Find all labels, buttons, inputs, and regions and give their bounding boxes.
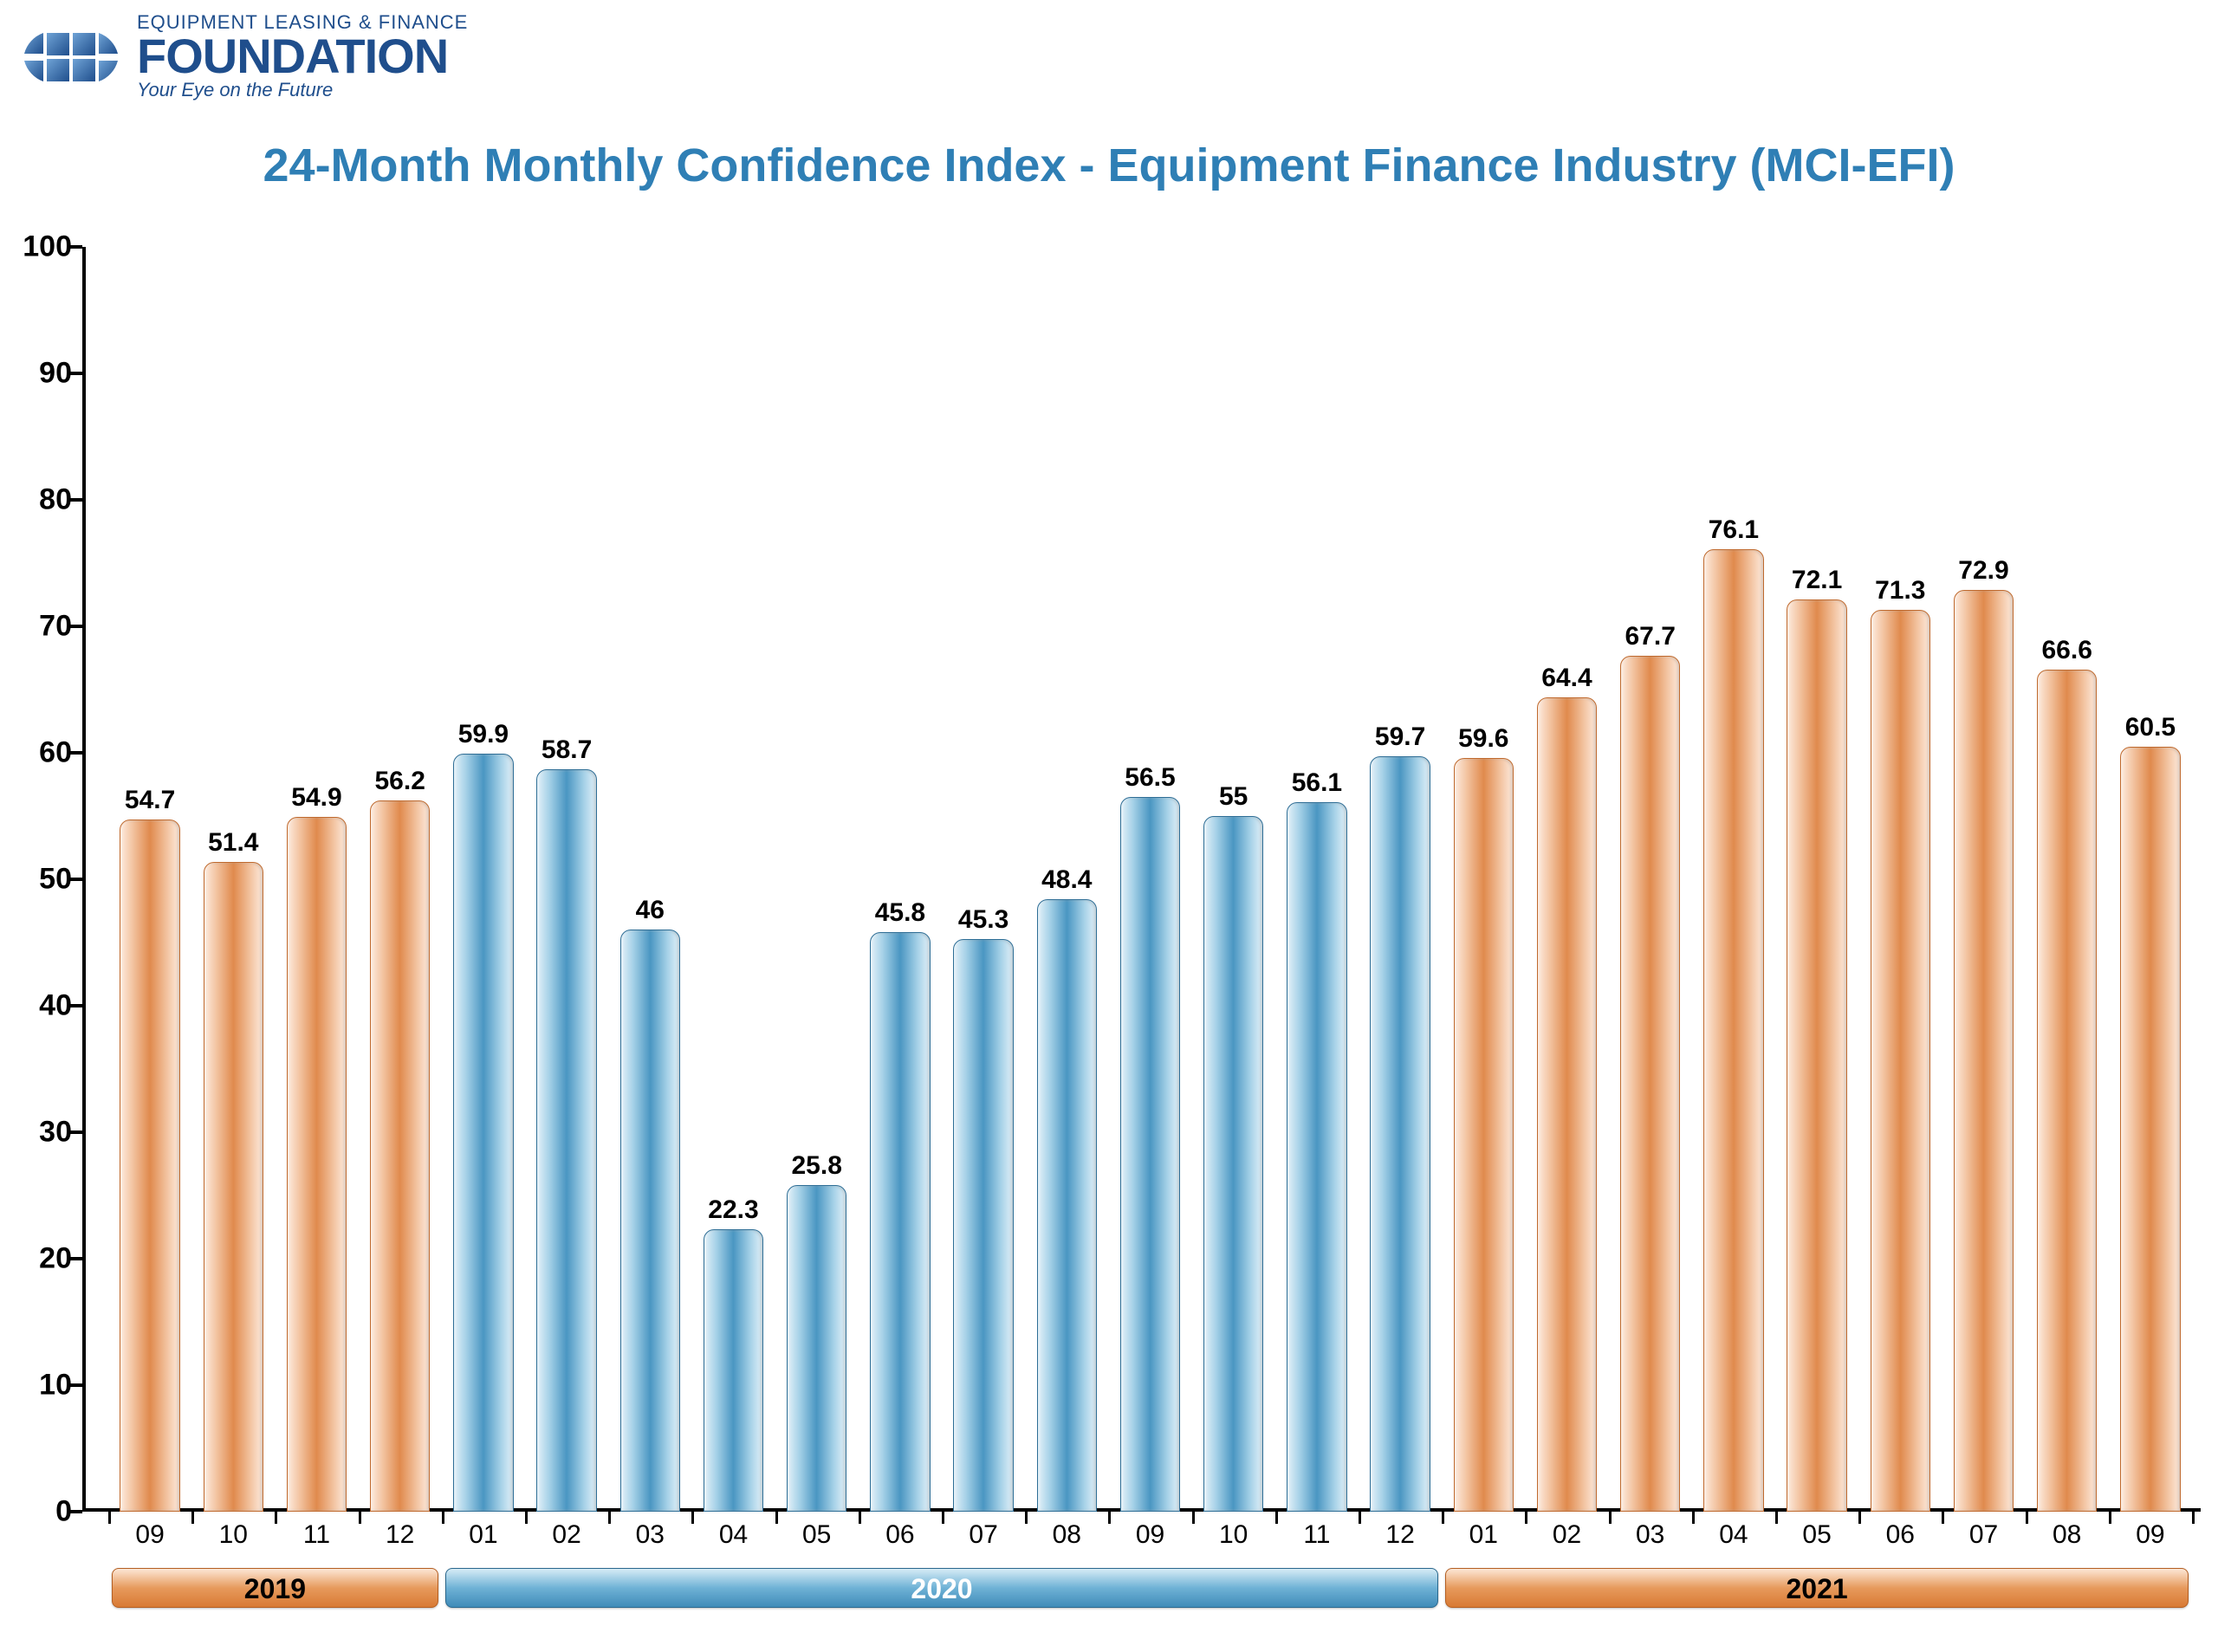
y-tick-label: 30 (39, 1116, 72, 1150)
y-tick-label: 20 (39, 1242, 72, 1276)
year-band: 2021 (1445, 1568, 2189, 1608)
x-tick-label: 02 (552, 1520, 580, 1550)
bar: 25.8 (787, 1185, 846, 1512)
y-tick-label: 0 (55, 1495, 72, 1529)
x-tick-label: 08 (2053, 1520, 2081, 1550)
bar-value-label: 76.1 (1709, 515, 1759, 545)
chart-title: 24-Month Monthly Confidence Index - Equi… (0, 139, 2218, 192)
x-tick-label: 03 (636, 1520, 665, 1550)
bar-value-label: 59.6 (1458, 724, 1508, 754)
x-tick-label: 04 (719, 1520, 748, 1550)
bar-value-label: 59.7 (1375, 722, 1425, 752)
bar: 48.4 (1037, 899, 1097, 1512)
bar: 56.2 (370, 800, 430, 1512)
bar-value-label: 25.8 (791, 1151, 841, 1181)
bar: 64.4 (1537, 697, 1597, 1512)
bar-value-label: 64.4 (1541, 664, 1592, 693)
bar: 56.5 (1120, 797, 1180, 1512)
bar-value-label: 60.5 (2125, 713, 2176, 742)
bar: 66.6 (2037, 670, 2097, 1512)
bar-value-label: 45.3 (958, 905, 1008, 935)
bar: 56.1 (1287, 802, 1346, 1512)
x-tick-label: 05 (802, 1520, 831, 1550)
x-tick-label: 10 (219, 1520, 248, 1550)
x-tick-label: 12 (386, 1520, 414, 1550)
bar: 55 (1203, 816, 1263, 1512)
y-tick-label: 100 (23, 230, 72, 264)
x-tick-label: 12 (1385, 1520, 1414, 1550)
x-tick-label: 05 (1802, 1520, 1831, 1550)
bar: 46 (620, 930, 680, 1512)
bar-value-label: 54.7 (125, 786, 175, 815)
x-tick-label: 09 (2136, 1520, 2164, 1550)
bar: 67.7 (1620, 656, 1680, 1512)
bar-value-label: 56.5 (1125, 763, 1175, 793)
x-tick-label: 11 (1303, 1520, 1330, 1550)
bar-value-label: 56.2 (374, 767, 425, 796)
x-tick-label: 09 (135, 1520, 164, 1550)
bar-value-label: 72.1 (1792, 566, 1842, 595)
logo-main: FOUNDATION (137, 32, 468, 81)
bar-value-label: 72.9 (1958, 556, 2008, 586)
year-axis-groups: 201920202021 (82, 1568, 2201, 1608)
bar: 59.9 (453, 754, 513, 1512)
y-tick-label: 50 (39, 863, 72, 897)
bar-value-label: 48.4 (1041, 865, 1092, 895)
x-tick-label: 06 (885, 1520, 914, 1550)
bar: 60.5 (2120, 747, 2180, 1512)
bar-value-label: 55 (1219, 782, 1248, 812)
bar-value-label: 51.4 (208, 828, 258, 858)
y-tick-label: 80 (39, 483, 72, 517)
bar: 45.3 (953, 939, 1013, 1512)
bar-value-label: 67.7 (1625, 622, 1675, 651)
bar: 51.4 (204, 862, 263, 1512)
x-tick-label: 09 (1136, 1520, 1164, 1550)
bar-value-label: 22.3 (708, 1195, 758, 1225)
bar-value-label: 56.1 (1292, 768, 1342, 798)
x-tick-label: 07 (1969, 1520, 1998, 1550)
foundation-logo: EQUIPMENT LEASING & FINANCE FOUNDATION Y… (17, 9, 468, 104)
bar-value-label: 54.9 (291, 783, 341, 813)
bar-value-label: 59.9 (458, 720, 509, 749)
bar-value-label: 71.3 (1875, 576, 1925, 606)
bar-value-label: 58.7 (542, 735, 592, 765)
bar: 58.7 (536, 769, 596, 1512)
y-tick-label: 60 (39, 736, 72, 770)
bar: 76.1 (1703, 549, 1763, 1512)
bar-value-label: 66.6 (2041, 636, 2092, 665)
bar: 59.7 (1370, 756, 1430, 1512)
x-tick-label: 08 (1053, 1520, 1081, 1550)
year-band: 2020 (445, 1568, 1438, 1608)
bar: 59.6 (1454, 758, 1514, 1512)
x-tick-label: 11 (303, 1520, 330, 1550)
year-band: 2019 (112, 1568, 438, 1608)
bar: 45.8 (870, 932, 930, 1512)
x-tick-label: 10 (1219, 1520, 1248, 1550)
x-tick-label: 02 (1553, 1520, 1581, 1550)
bar: 72.9 (1954, 590, 2014, 1512)
logo-tagline: Your Eye on the Future (137, 81, 468, 100)
bar: 54.9 (287, 817, 347, 1512)
bar: 22.3 (704, 1229, 763, 1512)
x-tick-label: 01 (469, 1520, 497, 1550)
y-tick-label: 10 (39, 1369, 72, 1403)
x-tick-label: 06 (1886, 1520, 1915, 1550)
y-tick-label: 40 (39, 989, 72, 1023)
y-tick-label: 70 (39, 610, 72, 644)
foundation-logo-icon (17, 9, 121, 104)
x-tick-label: 03 (1636, 1520, 1664, 1550)
x-tick-label: 04 (1719, 1520, 1748, 1550)
y-tick-label: 90 (39, 357, 72, 391)
bar-value-label: 46 (636, 896, 665, 925)
bar: 54.7 (120, 820, 179, 1512)
bar: 71.3 (1871, 610, 1930, 1512)
bar: 72.1 (1787, 599, 1846, 1512)
mci-efi-bar-chart: 010203040506070809010054.70951.41054.911… (82, 230, 2201, 1512)
x-tick-label: 01 (1469, 1520, 1498, 1550)
bar-value-label: 45.8 (875, 898, 925, 928)
x-tick-label: 07 (969, 1520, 997, 1550)
